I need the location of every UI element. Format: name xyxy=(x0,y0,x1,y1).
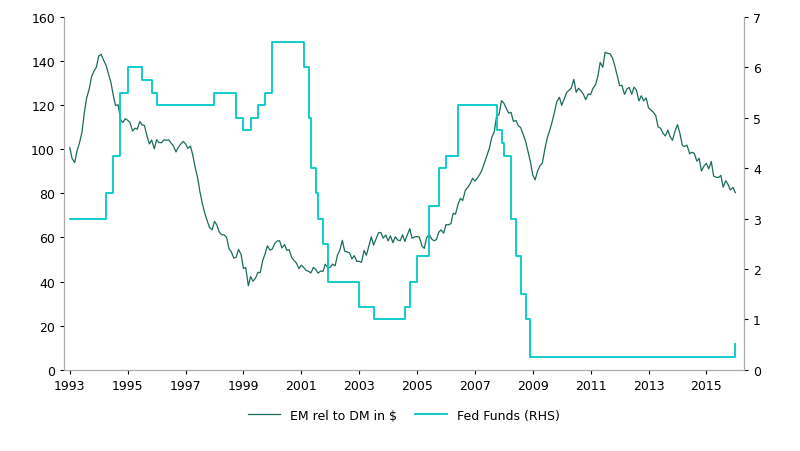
Fed Funds (RHS) xyxy=(400,304,410,310)
Fed Funds (RHS) xyxy=(485,103,494,109)
Fed Funds (RHS) xyxy=(267,41,277,46)
Line: Fed Funds (RHS): Fed Funds (RHS) xyxy=(70,43,735,357)
Fed Funds (RHS) xyxy=(730,342,740,347)
EM rel to DM in $ xyxy=(176,142,186,147)
EM rel to DM in $ xyxy=(280,242,290,248)
EM rel to DM in $ xyxy=(65,146,74,151)
Fed Funds (RHS) xyxy=(65,216,74,222)
Fed Funds (RHS) xyxy=(253,103,262,109)
Line: EM rel to DM in $: EM rel to DM in $ xyxy=(70,53,735,286)
EM rel to DM in $ xyxy=(656,126,666,132)
EM rel to DM in $ xyxy=(116,117,126,123)
EM rel to DM in $ xyxy=(600,51,610,56)
EM rel to DM in $ xyxy=(730,191,740,196)
Legend: EM rel to DM in $, Fed Funds (RHS): EM rel to DM in $, Fed Funds (RHS) xyxy=(243,404,565,427)
EM rel to DM in $ xyxy=(338,238,347,244)
EM rel to DM in $ xyxy=(298,265,308,271)
EM rel to DM in $ xyxy=(243,283,253,289)
Fed Funds (RHS) xyxy=(526,354,535,360)
Fed Funds (RHS) xyxy=(424,204,434,209)
Fed Funds (RHS) xyxy=(395,317,405,322)
Fed Funds (RHS) xyxy=(412,254,422,259)
